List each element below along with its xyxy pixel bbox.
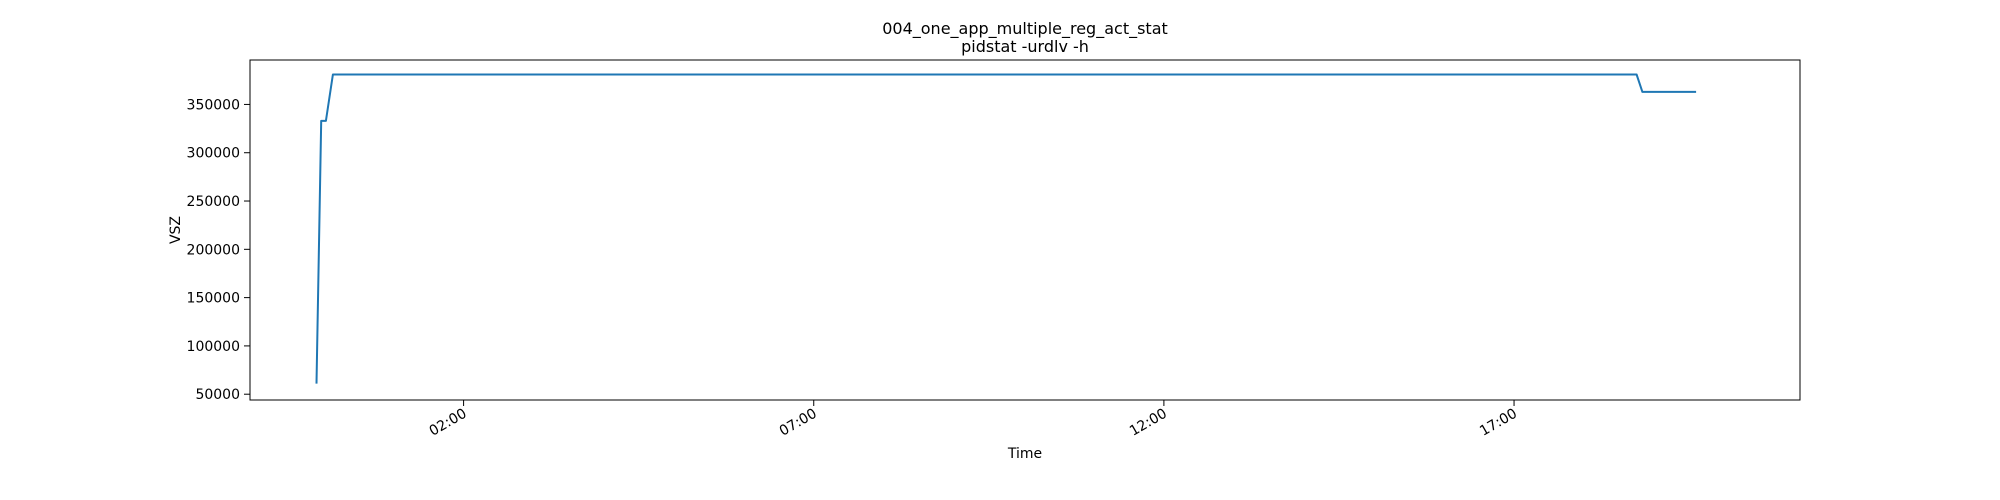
x-tick-label: 17:00 [1477, 406, 1520, 440]
x-tick-label: 02:00 [427, 406, 470, 440]
vsz-series-line [315, 73, 1697, 384]
chart-title: 004_one_app_multiple_reg_act_stat [882, 19, 1168, 39]
x-tick-label: 07:00 [777, 406, 820, 440]
x-axis-label: Time [1007, 446, 1042, 462]
y-axis: 50000 100000 150000 200000 250000 300000 35000… [187, 97, 250, 403]
y-axis-label: VSZ [168, 216, 184, 244]
y-tick-label: 200000 [187, 242, 240, 258]
y-tick-label: 300000 [187, 146, 240, 162]
x-axis: 02:00 07:00 12:00 17:00 [427, 400, 1520, 440]
y-tick-label: 350000 [187, 97, 240, 113]
y-tick-label: 250000 [187, 194, 240, 210]
chart-subtitle: pidstat -urdlv -h [961, 37, 1089, 56]
y-tick-label: 150000 [187, 291, 240, 307]
y-tick-label: 100000 [187, 339, 240, 355]
x-tick-label: 12:00 [1127, 406, 1170, 440]
plot-area [249, 59, 1801, 401]
y-tick-label: 50000 [195, 387, 240, 403]
